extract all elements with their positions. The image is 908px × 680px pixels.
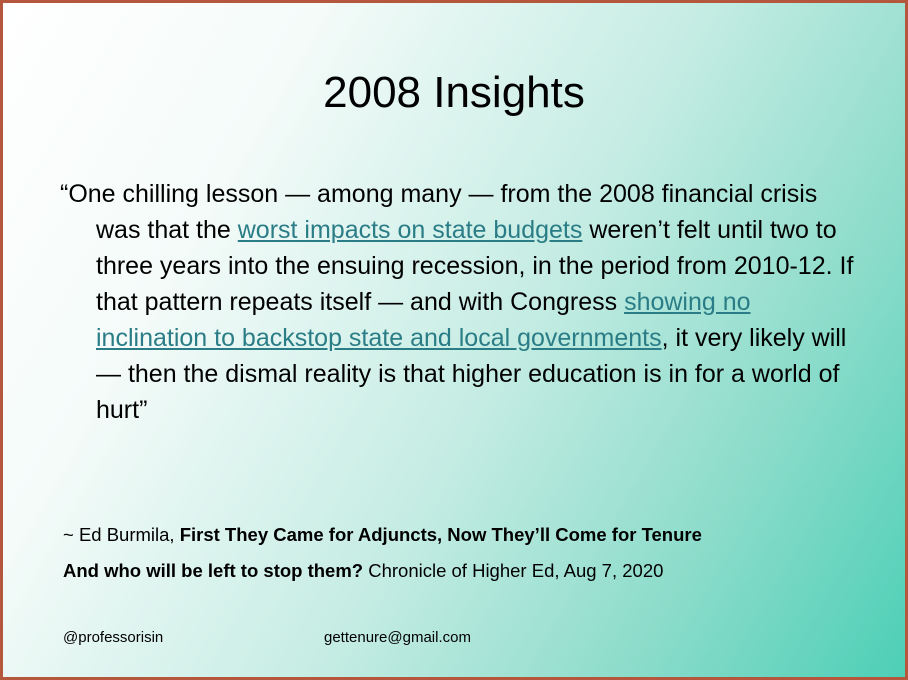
quote-part-3: , it very likely will — then the dismal … <box>96 324 847 424</box>
slide-title: 2008 Insights <box>323 68 585 117</box>
footer-handle: @professorisin <box>63 629 164 646</box>
citation-article-title: First They Came for Adjuncts, Now They’l… <box>179 524 702 545</box>
citation-subtitle: And who will be left to stop them? <box>63 560 364 581</box>
quote-part-2: weren’t felt until two to three years in… <box>96 216 854 316</box>
footer-email: gettenure@gmail.com <box>324 629 471 646</box>
quote-part-1: “One chilling lesson — among many — from… <box>60 180 818 244</box>
quote-text: “One chilling lesson — among many — from… <box>60 176 866 428</box>
link-worst-impacts[interactable]: worst impacts on state budgets <box>237 216 583 244</box>
link-backstop-governments[interactable]: showing no inclination to backstop state… <box>96 288 751 352</box>
citation: ~ Ed Burmila, First They Came for Adjunc… <box>63 517 863 589</box>
citation-author: ~ Ed Burmila, <box>63 524 180 545</box>
citation-source: Chronicle of Higher Ed, Aug 7, 2020 <box>363 560 664 581</box>
